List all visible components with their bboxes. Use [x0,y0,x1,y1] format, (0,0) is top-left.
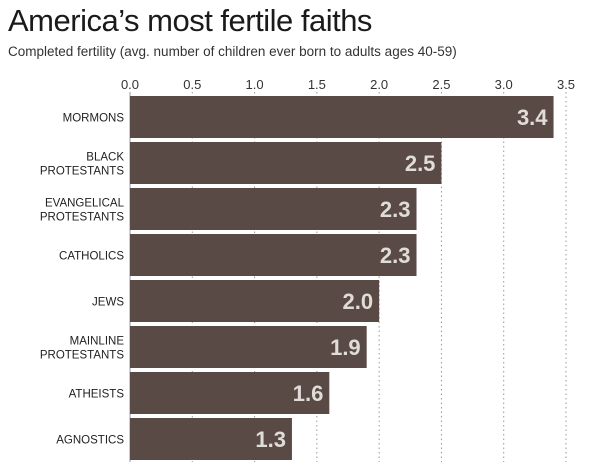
category-labels: MORMONS BLACK PROTESTANTS EVANGELICAL PROTES… [40,113,125,447]
bar [130,326,367,368]
bar [130,188,417,230]
category-label: MAINLINE [70,336,125,348]
value-labels: 3.42.52.32.32.01.91.61.3 [255,105,548,452]
bar [130,142,442,184]
bar [130,418,292,460]
x-tick-label: 0.0 [121,77,139,92]
bar [130,234,417,276]
category-label: JEWS [92,297,124,309]
value-label: 1.6 [293,381,324,406]
x-tick-label: 3.5 [557,77,575,92]
x-tick-label: 3.0 [495,77,513,92]
x-axis-ticks: 0.0 0.5 1.0 1.5 2.0 2.5 3.0 3.5 [121,77,575,92]
x-tick-label: 2.0 [370,77,388,92]
value-label: 1.9 [330,335,361,360]
chart-title: America’s most fertile faiths [8,3,372,38]
bar [130,96,554,138]
bar [130,372,330,414]
x-tick-label: 2.5 [432,77,450,92]
value-label: 2.0 [343,289,374,314]
category-label: CATHOLICS [59,251,124,263]
category-label: PROTESTANTS [40,166,124,178]
x-tick-label: 1.0 [246,77,264,92]
category-label: PROTESTANTS [40,350,124,362]
category-label: BLACK [86,152,124,164]
value-label: 2.3 [380,243,411,268]
category-label: ATHEISTS [69,389,125,401]
value-label: 2.3 [380,197,411,222]
value-label: 2.5 [405,151,436,176]
value-label: 3.4 [517,105,548,130]
x-tick-label: 1.5 [308,77,326,92]
x-tick-label: 0.5 [183,77,201,92]
bars [130,96,554,460]
category-label: AGNOSTICS [56,435,124,447]
chart-subtitle: Completed fertility (avg. number of chil… [8,44,457,59]
category-label: PROTESTANTS [40,212,124,224]
value-label: 1.3 [255,427,286,452]
bar [130,280,380,322]
category-label: EVANGELICAL [45,198,125,210]
category-label: MORMONS [63,113,125,125]
